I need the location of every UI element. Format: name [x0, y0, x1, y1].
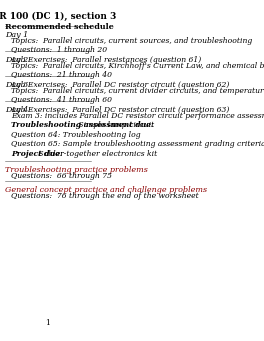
Text: Exam 3: includes Parallel DC resistor circuit performance assessment: Exam 3: includes Parallel DC resistor ci… — [11, 112, 264, 120]
Text: Project due:: Project due: — [11, 150, 63, 158]
Text: Topics:  Parallel circuits, current divider circuits, and temperature coefficien: Topics: Parallel circuits, current divid… — [11, 87, 264, 95]
Text: Questions:  21 through 40: Questions: 21 through 40 — [11, 71, 112, 79]
Text: Day 2: Day 2 — [5, 56, 28, 64]
Text: Topics:  Parallel circuits, current sources, and troubleshooting: Topics: Parallel circuits, current sourc… — [11, 37, 252, 45]
Text: Recommended schedule: Recommended schedule — [5, 24, 114, 31]
Text: Questions:  41 through 60: Questions: 41 through 60 — [11, 97, 112, 104]
Text: Lab Exercises:  Parallel resistances (question 61): Lab Exercises: Parallel resistances (que… — [11, 56, 201, 64]
Text: Topics:  Parallel circuits, Kirchhoff's Current Law, and chemical batteries: Topics: Parallel circuits, Kirchhoff's C… — [11, 62, 264, 70]
Text: Day 1: Day 1 — [5, 31, 28, 39]
Text: Question 65: Sample troubleshooting assessment grading criteria: Question 65: Sample troubleshooting asse… — [11, 140, 264, 148]
Text: ELTR 100 (DC 1), section 3: ELTR 100 (DC 1), section 3 — [0, 12, 116, 21]
Text: General concept practice and challenge problems: General concept practice and challenge p… — [5, 187, 207, 194]
Text: Simple lamp circuit: Simple lamp circuit — [76, 121, 154, 130]
Text: Solder-together electronics kit: Solder-together electronics kit — [36, 150, 157, 158]
Text: Day 3: Day 3 — [5, 81, 28, 89]
Text: 1: 1 — [45, 319, 50, 327]
Text: Questions:  76 through the end of the worksheet: Questions: 76 through the end of the wor… — [11, 192, 199, 200]
Text: Question 64: Troubleshooting log: Question 64: Troubleshooting log — [11, 131, 140, 139]
Text: Troubleshooting assessment due:: Troubleshooting assessment due: — [11, 121, 154, 130]
Text: Lab Exercises:  Parallel DC resistor circuit (question 62): Lab Exercises: Parallel DC resistor circ… — [11, 81, 229, 89]
Text: Questions:  1 through 20: Questions: 1 through 20 — [11, 46, 107, 54]
Text: Questions:  66 through 75: Questions: 66 through 75 — [11, 172, 112, 180]
Text: Lab Exercises:  Parallel DC resistor circuit (question 63): Lab Exercises: Parallel DC resistor circ… — [11, 106, 229, 114]
Text: Troubleshooting practice problems: Troubleshooting practice problems — [5, 166, 148, 175]
Text: Day 4: Day 4 — [5, 106, 28, 114]
